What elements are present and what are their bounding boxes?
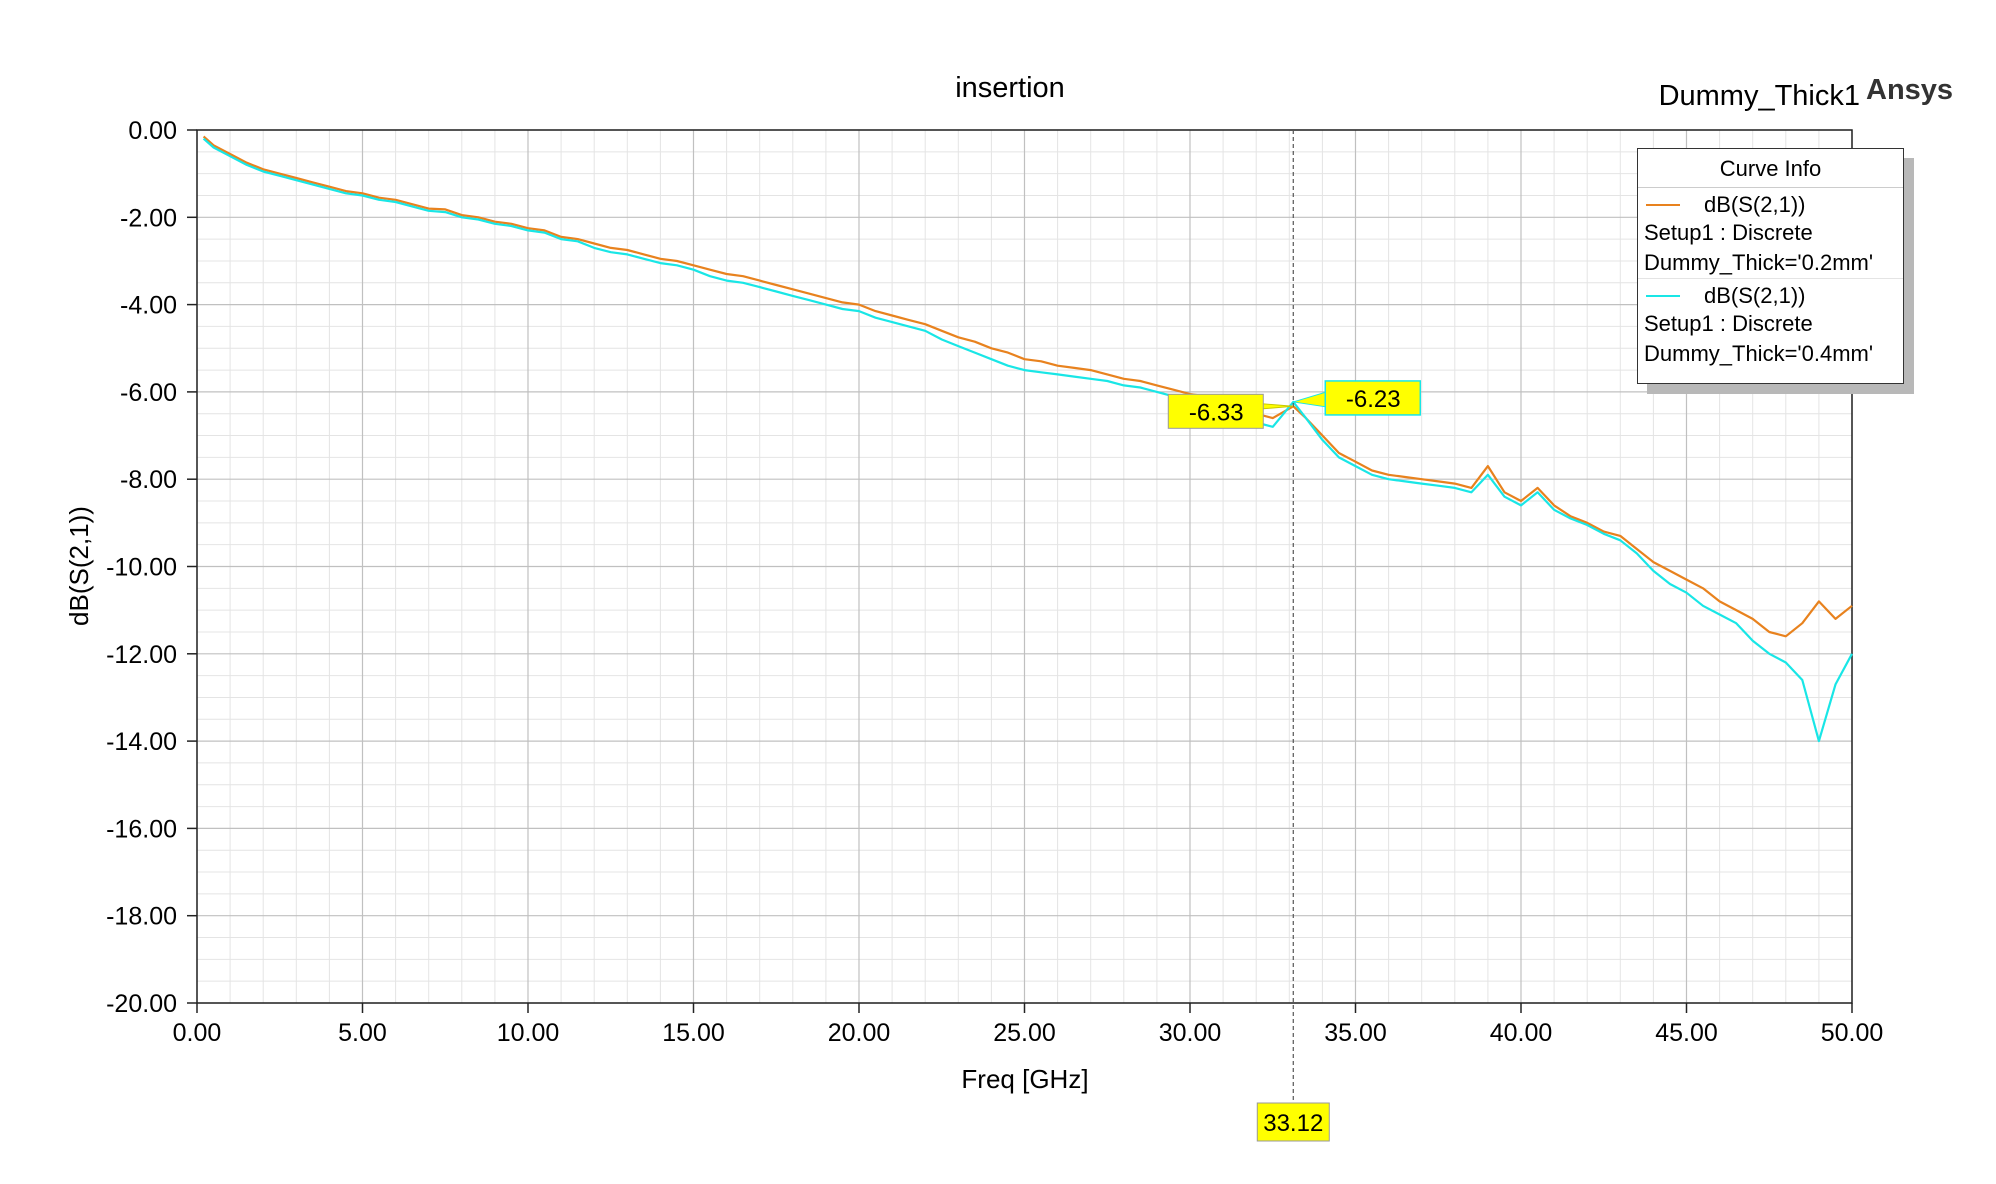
y-axis-label: dB(S(2,1)) [64,506,94,626]
legend-trace-name: dB(S(2,1)) [1704,283,1806,308]
x-tick-label: 20.00 [828,1019,891,1047]
x-tick-label: 45.00 [1655,1019,1718,1047]
plot-title: insertion [955,72,1065,104]
legend-variation: Dummy_Thick='0.2mm' [1644,250,1874,275]
y-tick-labels: 0.00 -2.00 -4.00 -6.00 -8.00 -10.00 -12.00 -14.… [106,117,177,1018]
legend-entry[interactable]: dB(S(2,1)) Setup1 : Discrete Dummy_Thick… [1638,188,1903,279]
legend-variation: Dummy_Thick='0.4mm' [1644,341,1874,366]
marker-label-box-1 [1324,380,1422,416]
series-layer [202,135,1853,743]
project-name: Dummy_Thick1 [1658,80,1860,112]
y-tick-label: 0.00 [128,117,177,145]
curve-info-legend[interactable]: Curve Info dB(S(2,1)) Setup1 : Discrete … [1637,148,1904,384]
marker-layer[interactable]: 33.12 -6.33 -6.23 [1167,130,1422,1142]
x-tick-label: 10.00 [497,1019,560,1047]
x-tick-label: 5.00 [338,1019,387,1047]
x-tick-label: 25.00 [993,1019,1056,1047]
y-tick-label: -2.00 [120,204,177,232]
legend-setup: Setup1 : Discrete [1644,311,1813,336]
y-tick-label: -18.00 [106,903,177,931]
x-tick-label: 35.00 [1324,1019,1387,1047]
brand-logo-text: Ansys [1866,74,1954,106]
x-axis-label: Freq [GHz] [961,1064,1088,1094]
x-tick-label: 30.00 [1159,1019,1222,1047]
y-tick-label: -12.00 [106,641,177,669]
y-tick-label: -10.00 [106,554,177,582]
marker-x-value: 33.12 [1263,1110,1323,1137]
marker-y-value-1: -6.23 [1346,386,1401,413]
legend-swatch-cyan [1646,295,1680,297]
legend-swatch-orange [1646,204,1680,206]
y-tick-label: -4.00 [120,292,177,320]
legend-entry[interactable]: dB(S(2,1)) Setup1 : Discrete Dummy_Thick… [1638,279,1903,369]
series-line-0 [202,135,1853,638]
legend-setup: Setup1 : Discrete [1644,220,1813,245]
x-tick-label: 0.00 [173,1019,222,1047]
marker-x-value-box [1256,1102,1330,1142]
axis-ticks [187,129,1853,1013]
y-tick-label: -8.00 [120,466,177,494]
y-tick-label: -20.00 [106,990,177,1018]
x-tick-label: 40.00 [1490,1019,1553,1047]
x-tick-label: 50.00 [1821,1019,1884,1047]
marker-y-value-0: -6.33 [1189,399,1244,426]
marker-label-box-0 [1167,393,1264,429]
y-tick-label: -14.00 [106,728,177,756]
y-tick-label: -6.00 [120,379,177,407]
y-tick-label: -16.00 [106,815,177,843]
legend-heading: Curve Info [1638,149,1903,188]
x-tick-label: 15.00 [662,1019,725,1047]
series-line-1 [202,137,1853,743]
legend-trace-name: dB(S(2,1)) [1704,192,1806,217]
x-tick-labels: 0.00 5.00 10.00 15.00 20.00 25.00 30.00 35.00 40… [173,1019,1884,1047]
